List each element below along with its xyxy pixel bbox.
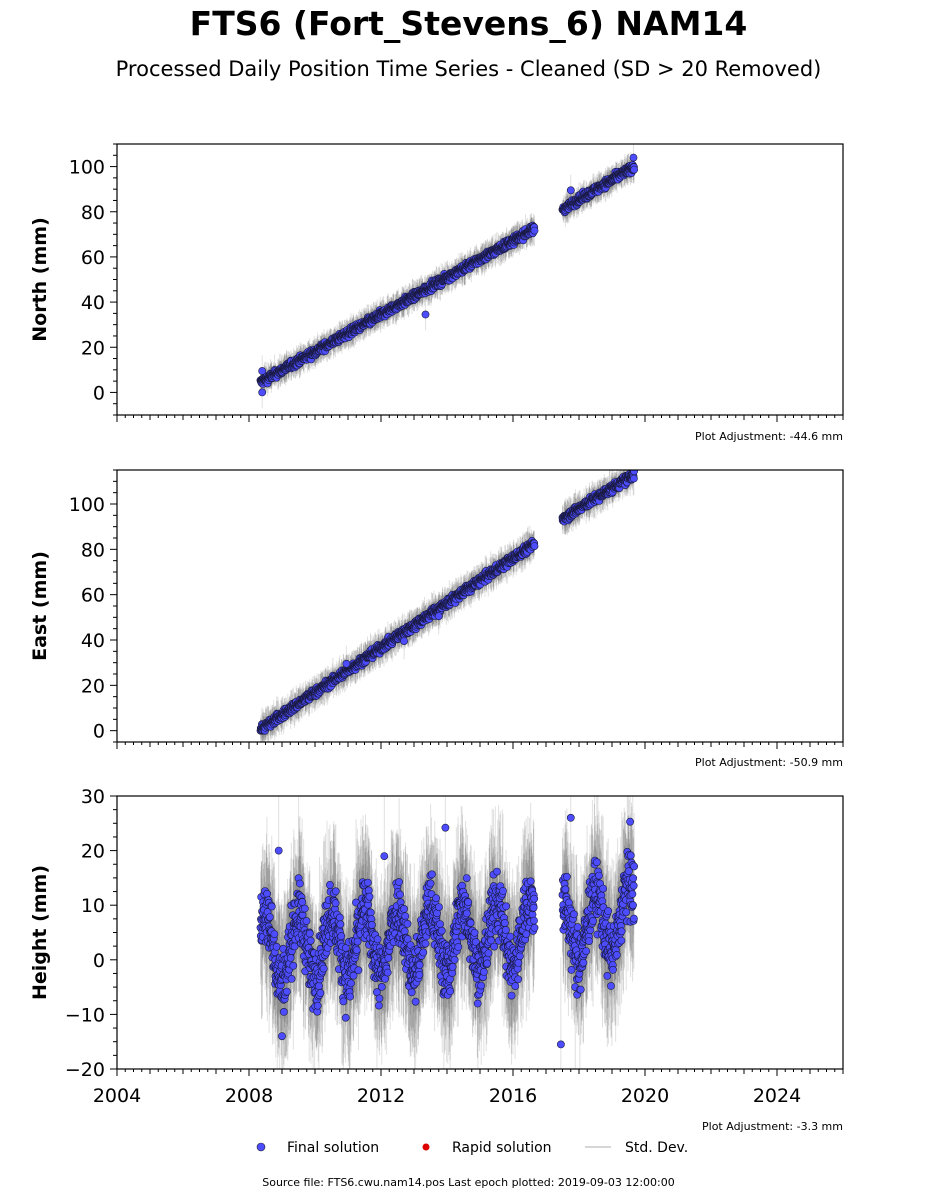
data-point xyxy=(258,367,267,375)
data-point xyxy=(258,388,267,397)
y-tick-label: 20 xyxy=(81,337,105,359)
series-final xyxy=(256,470,638,742)
y-tick-label: 60 xyxy=(81,247,105,269)
chart-title: FTS6 (Fort_Stevens_6) NAM14 xyxy=(189,4,748,43)
chart-subtitle: Processed Daily Position Time Series - C… xyxy=(115,57,822,81)
y-tick-label: 0 xyxy=(93,382,105,404)
y-tick-label: 100 xyxy=(69,157,105,179)
data-point xyxy=(629,153,638,162)
y-tick-label: 80 xyxy=(81,202,105,224)
north-panel: 0 20 40 60 80 100 North (mm) Plot Adjustment: -… xyxy=(29,143,844,443)
plot-adjustment-note: Plot Adjustment: -44.6 mm xyxy=(695,430,843,443)
series-final xyxy=(256,144,638,409)
data-point xyxy=(421,310,430,319)
y-tick-label: 40 xyxy=(81,292,105,314)
axes-frame xyxy=(116,143,844,416)
y-axis-label: North (mm) xyxy=(29,217,51,342)
data-point xyxy=(630,165,638,174)
data-point xyxy=(530,226,539,235)
data-point xyxy=(566,186,575,195)
